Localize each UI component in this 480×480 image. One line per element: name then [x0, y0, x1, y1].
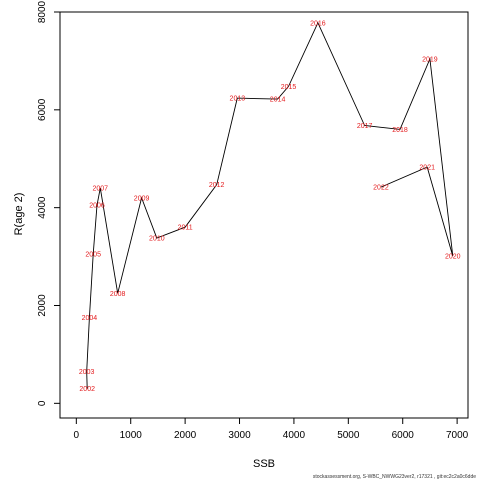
point-label-2006: 2006 [89, 203, 105, 210]
y-tick-label: 2000 [37, 294, 48, 317]
y-axis-title: R(age 2) [13, 193, 25, 236]
x-axis-title: SSB [253, 458, 275, 470]
point-label-2016: 2016 [310, 20, 326, 27]
y-tick-label: 4000 [37, 196, 48, 219]
footer-text: stockassessment.org, S-WBC_NWWG23ver2, r… [313, 474, 476, 480]
point-label-2008: 2008 [110, 291, 126, 298]
point-label-2009: 2009 [134, 195, 150, 202]
point-label-2003: 2003 [79, 369, 95, 376]
y-axis: 0 2000 4000 6000 8000 [37, 0, 60, 406]
x-tick-label: 0 [74, 430, 80, 441]
point-label-2011: 2011 [178, 225, 193, 232]
x-tick-label: 6000 [392, 430, 415, 441]
point-label-2021: 2021 [419, 165, 435, 172]
series-line [86, 21, 454, 389]
point-label-2010: 2010 [149, 235, 165, 242]
point-label-2007: 2007 [92, 186, 108, 193]
point-label-2018: 2018 [392, 127, 408, 134]
x-axis: 0 1000 2000 3000 4000 5000 6000 7000 [74, 418, 469, 441]
point-label-2005: 2005 [85, 252, 101, 259]
point-label-2015: 2015 [281, 84, 297, 91]
point-label-2019: 2019 [422, 56, 438, 63]
x-tick-label: 4000 [283, 430, 306, 441]
x-tick-label: 5000 [337, 430, 360, 441]
x-tick-label: 2000 [174, 430, 197, 441]
x-tick-label: 3000 [228, 430, 251, 441]
x-tick-label: 1000 [120, 430, 143, 441]
point-label-2020: 2020 [445, 254, 461, 261]
plot-frame [59, 11, 469, 419]
y-tick-label: 6000 [37, 98, 48, 121]
x-tick-label: 7000 [446, 430, 469, 441]
point-label-2014: 2014 [270, 97, 286, 104]
y-tick-label: 8000 [37, 0, 48, 23]
point-label-2004: 2004 [82, 315, 98, 322]
point-label-2022: 2022 [373, 185, 389, 192]
y-tick-label: 0 [37, 400, 48, 406]
year-labels: 2002 2003 2004 2005 2006 2007 2008 2009 2010 2011… [79, 20, 461, 393]
point-label-2013: 2013 [230, 96, 246, 103]
point-label-2002: 2002 [79, 386, 95, 393]
point-label-2017: 2017 [357, 123, 373, 130]
point-label-2012: 2012 [209, 182, 225, 189]
